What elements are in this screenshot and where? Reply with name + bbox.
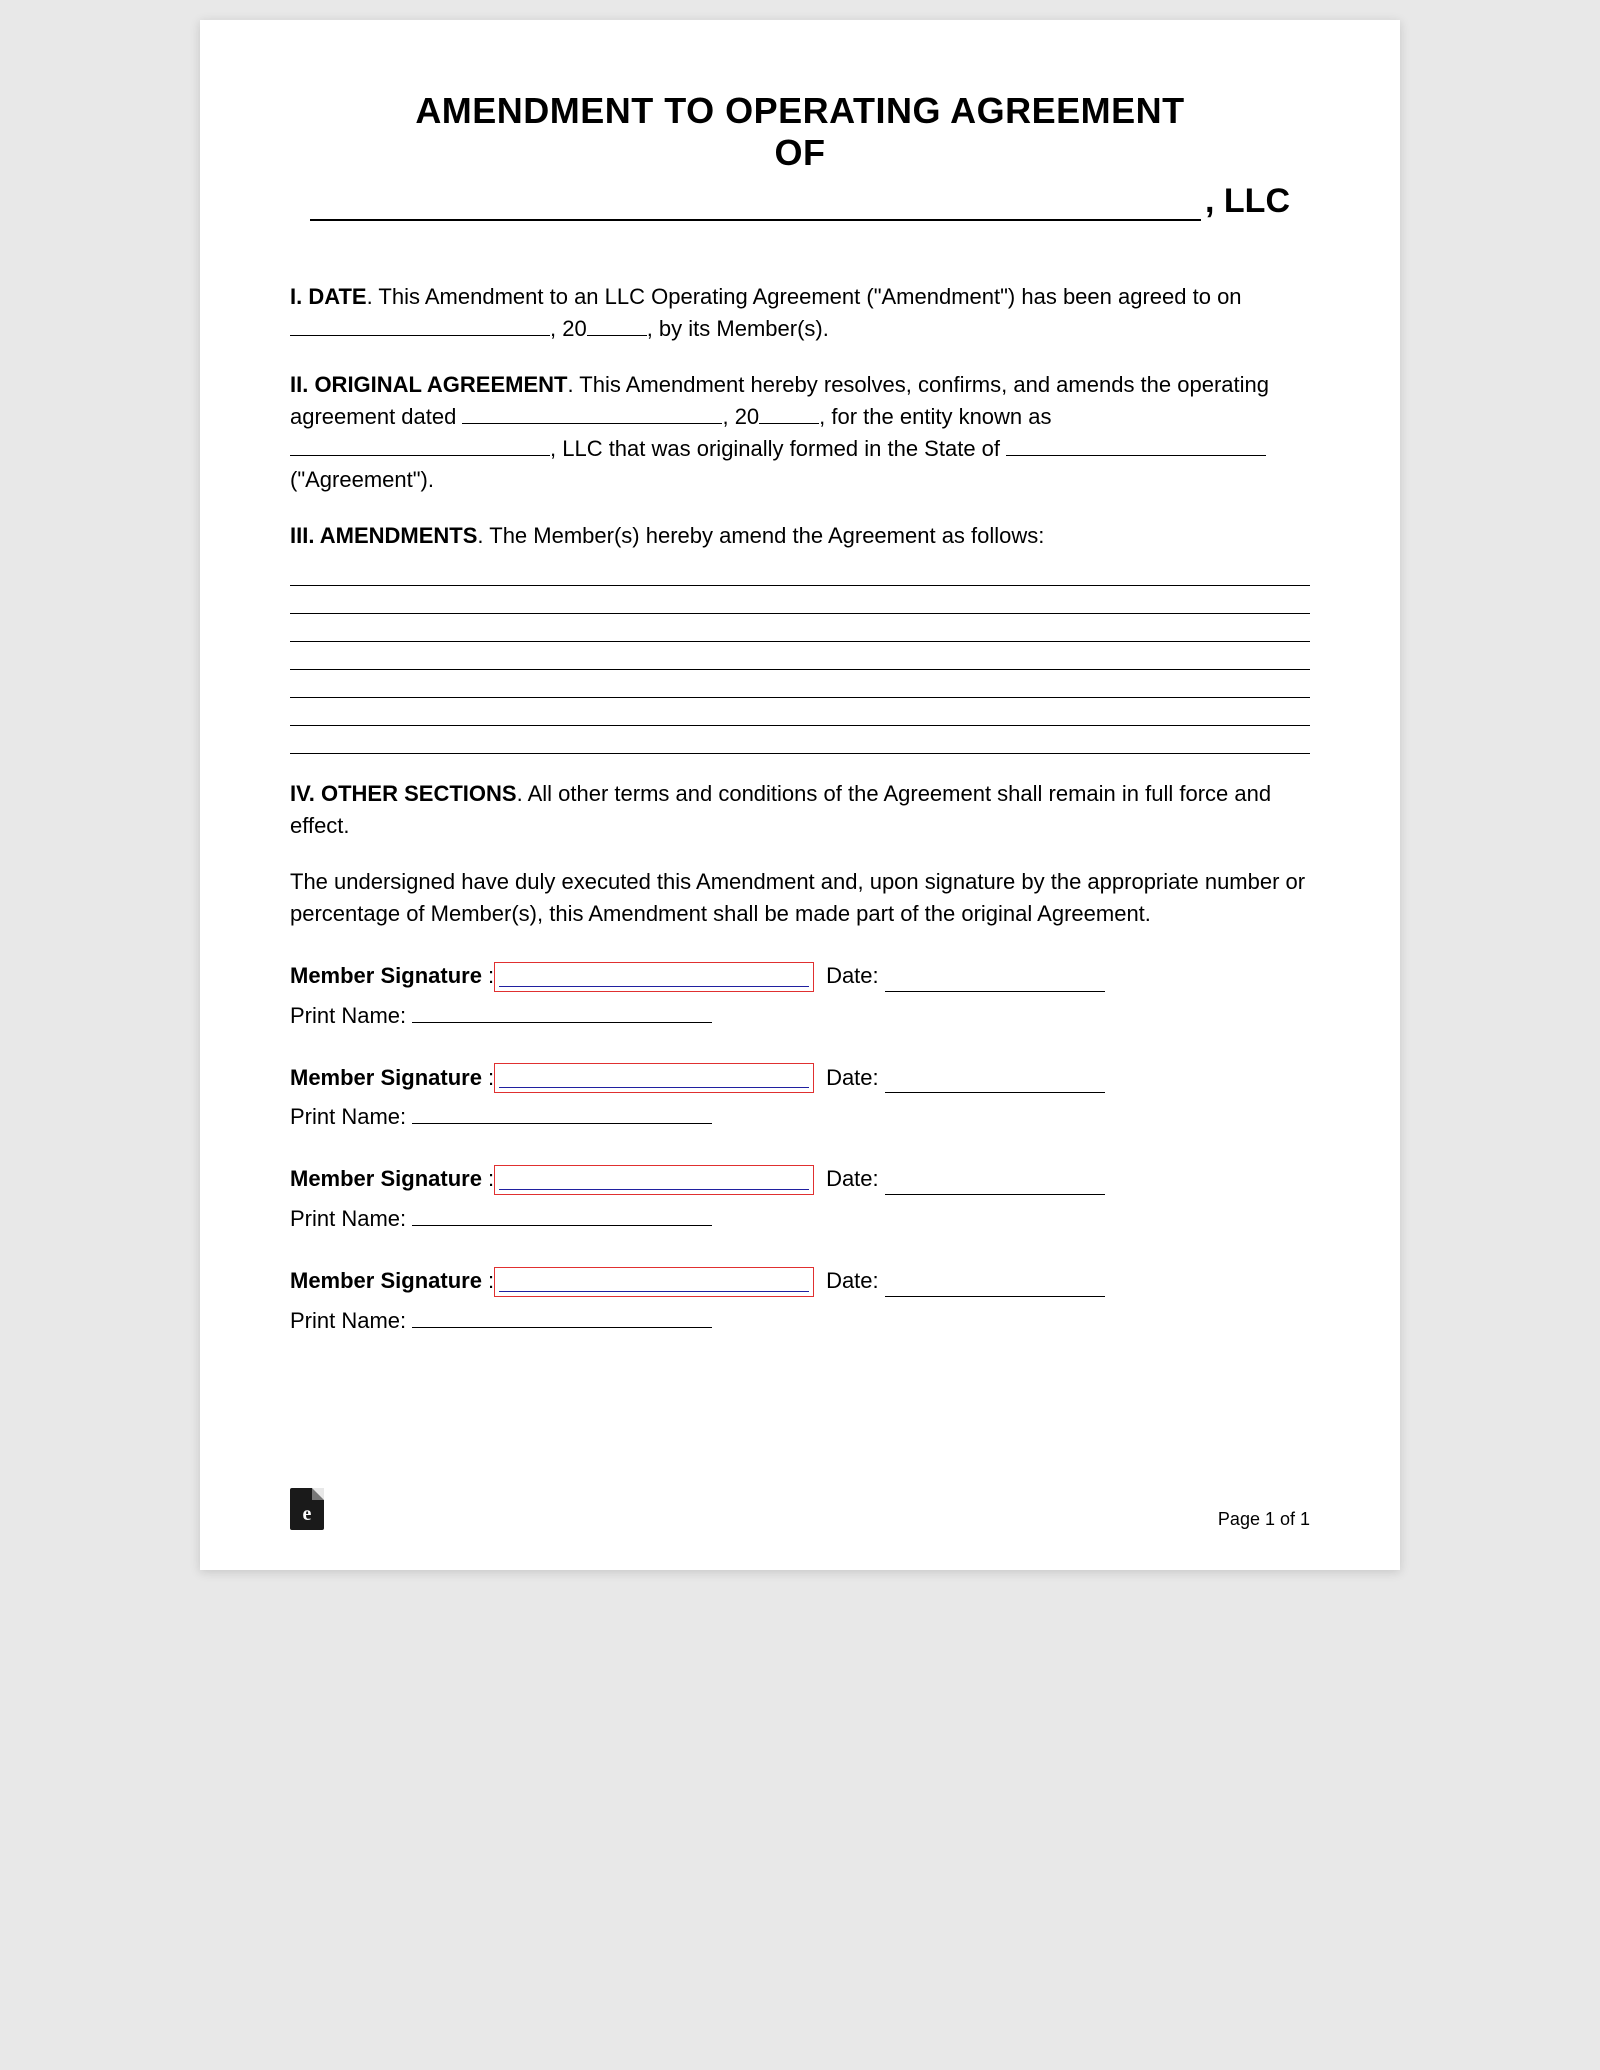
date-label: Date: [826, 1062, 879, 1094]
amendment-line[interactable] [290, 726, 1310, 754]
date-blank[interactable] [885, 1279, 1105, 1297]
orig-date-blank[interactable] [462, 406, 722, 424]
date-blank[interactable] [885, 974, 1105, 992]
print-name-row: Print Name: [290, 1000, 1310, 1032]
content: I. DATE. This Amendment to an LLC Operat… [290, 281, 1310, 1448]
signature-row: Member Signature:Date: [290, 960, 1310, 992]
footer: e Page 1 of 1 [290, 1448, 1310, 1530]
llc-name-line: , LLC [290, 182, 1310, 221]
signature-label: Member Signature [290, 1062, 482, 1094]
date-label: Date: [826, 1265, 879, 1297]
amendment-line[interactable] [290, 558, 1310, 586]
signature-label: Member Signature [290, 1265, 482, 1297]
section-date-head: I. DATE [290, 284, 367, 309]
section-original-text2: , 20 [722, 404, 759, 429]
print-name-blank[interactable] [412, 1005, 712, 1023]
signature-field[interactable] [494, 962, 814, 992]
signature-field[interactable] [494, 1063, 814, 1093]
date-blank[interactable] [885, 1177, 1105, 1195]
print-name-blank[interactable] [412, 1106, 712, 1124]
signature-row: Member Signature:Date: [290, 1062, 1310, 1094]
closing-paragraph: The undersigned have duly executed this … [290, 866, 1310, 930]
amendment-line[interactable] [290, 642, 1310, 670]
signature-row: Member Signature:Date: [290, 1163, 1310, 1195]
section-original-text3: , for the entity known as [819, 404, 1051, 429]
section-amendments: III. AMENDMENTS. The Member(s) hereby am… [290, 520, 1310, 552]
llc-suffix: , LLC [1205, 182, 1290, 221]
section-original-text5: ("Agreement"). [290, 467, 434, 492]
title-line1: AMENDMENT TO OPERATING AGREEMENT [290, 90, 1310, 132]
section-original-head: II. ORIGINAL AGREEMENT [290, 372, 567, 397]
title-line2: OF [290, 132, 1310, 174]
signature-field[interactable] [494, 1165, 814, 1195]
section-amendments-text1: . The Member(s) hereby amend the Agreeme… [477, 523, 1044, 548]
section-date-text1: . This Amendment to an LLC Operating Agr… [367, 284, 1242, 309]
section-other-head: IV. OTHER SECTIONS [290, 781, 517, 806]
print-name-blank[interactable] [412, 1208, 712, 1226]
amendment-lines[interactable] [290, 558, 1310, 754]
print-name-label: Print Name: [290, 1308, 406, 1333]
section-date-text3: , by its Member(s). [647, 316, 829, 341]
print-name-row: Print Name: [290, 1305, 1310, 1337]
date-blank[interactable] [885, 1075, 1105, 1093]
date-label: Date: [826, 1163, 879, 1195]
amendment-line[interactable] [290, 698, 1310, 726]
date-label: Date: [826, 960, 879, 992]
section-amendments-head: III. AMENDMENTS [290, 523, 477, 548]
section-original: II. ORIGINAL AGREEMENT. This Amendment h… [290, 369, 1310, 497]
title-block: AMENDMENT TO OPERATING AGREEMENT OF , LL… [290, 90, 1310, 221]
print-name-label: Print Name: [290, 1003, 406, 1028]
amendment-line[interactable] [290, 586, 1310, 614]
signature-field[interactable] [494, 1267, 814, 1297]
llc-name-blank[interactable] [310, 191, 1201, 221]
print-name-label: Print Name: [290, 1206, 406, 1231]
signature-label: Member Signature [290, 960, 482, 992]
signature-block: Member Signature:Date: Print Name: Membe… [290, 960, 1310, 1337]
section-original-text4: , LLC that was originally formed in the … [550, 436, 1006, 461]
print-name-row: Print Name: [290, 1203, 1310, 1235]
print-name-label: Print Name: [290, 1104, 406, 1129]
year-blank[interactable] [587, 318, 647, 336]
signature-row: Member Signature:Date: [290, 1265, 1310, 1297]
entity-blank[interactable] [290, 438, 550, 456]
page-number: Page 1 of 1 [1218, 1509, 1310, 1530]
section-date: I. DATE. This Amendment to an LLC Operat… [290, 281, 1310, 345]
date-blank[interactable] [290, 318, 550, 336]
section-date-text2: , 20 [550, 316, 587, 341]
signature-label: Member Signature [290, 1163, 482, 1195]
section-other: IV. OTHER SECTIONS. All other terms and … [290, 778, 1310, 842]
logo-letter: e [290, 1503, 324, 1526]
print-name-blank[interactable] [412, 1310, 712, 1328]
amendment-line[interactable] [290, 614, 1310, 642]
logo-icon: e [290, 1488, 324, 1530]
document-page: AMENDMENT TO OPERATING AGREEMENT OF , LL… [200, 20, 1400, 1570]
orig-year-blank[interactable] [759, 406, 819, 424]
amendment-line[interactable] [290, 670, 1310, 698]
print-name-row: Print Name: [290, 1101, 1310, 1133]
state-blank[interactable] [1006, 438, 1266, 456]
